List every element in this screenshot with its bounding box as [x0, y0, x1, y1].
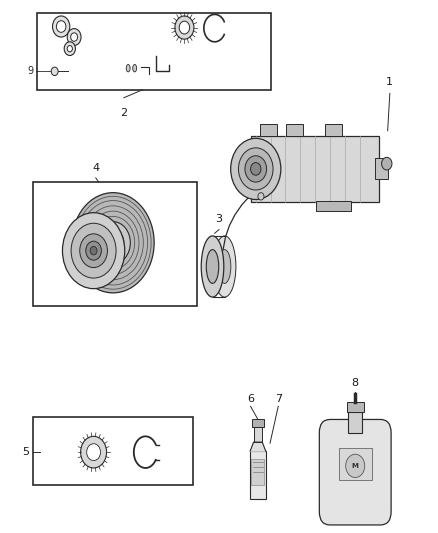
Circle shape [90, 246, 97, 255]
Bar [260, 124, 277, 136]
Circle shape [67, 45, 72, 52]
Bar [325, 124, 342, 136]
Circle shape [381, 157, 392, 170]
Bar [286, 124, 304, 136]
FancyBboxPatch shape [319, 419, 391, 525]
Bar [339, 448, 372, 480]
Circle shape [346, 454, 365, 478]
Bar [251, 136, 379, 202]
Bar [33, 182, 198, 306]
Circle shape [96, 222, 131, 264]
Circle shape [231, 139, 281, 199]
Text: 8: 8 [352, 378, 359, 388]
Ellipse shape [201, 236, 224, 297]
Circle shape [179, 21, 190, 34]
Polygon shape [250, 442, 266, 451]
Circle shape [71, 33, 78, 41]
Circle shape [57, 21, 66, 33]
Bar [250, 451, 266, 498]
Bar [33, 417, 193, 486]
Circle shape [80, 234, 107, 268]
Ellipse shape [126, 64, 130, 72]
Ellipse shape [213, 236, 236, 297]
Bar [316, 201, 351, 212]
Circle shape [81, 437, 106, 468]
Text: 4: 4 [92, 163, 99, 173]
Bar [252, 419, 264, 427]
Text: 1: 1 [386, 77, 393, 87]
Bar [374, 158, 388, 180]
Circle shape [175, 16, 194, 39]
Circle shape [245, 156, 267, 182]
Circle shape [87, 443, 100, 461]
Text: M: M [352, 463, 359, 469]
Circle shape [258, 192, 264, 200]
Circle shape [71, 223, 116, 278]
Circle shape [108, 237, 118, 249]
Text: 7: 7 [275, 394, 282, 403]
Circle shape [251, 163, 261, 175]
Circle shape [238, 148, 273, 190]
Circle shape [63, 213, 125, 289]
Circle shape [72, 192, 154, 293]
Text: 6: 6 [247, 394, 254, 403]
Text: 2: 2 [120, 108, 127, 118]
Text: 3: 3 [215, 214, 223, 224]
Bar [254, 427, 262, 442]
Circle shape [86, 241, 101, 260]
Ellipse shape [219, 249, 231, 284]
Bar [251, 459, 265, 486]
Circle shape [51, 67, 58, 76]
Bar [348, 411, 362, 433]
Ellipse shape [133, 64, 137, 72]
Circle shape [67, 29, 81, 45]
Circle shape [64, 42, 75, 55]
Text: 9: 9 [27, 66, 33, 76]
Bar [37, 13, 271, 90]
Circle shape [53, 16, 70, 37]
Circle shape [102, 230, 124, 256]
Bar [346, 402, 364, 411]
Text: 5: 5 [22, 447, 29, 457]
Ellipse shape [206, 249, 219, 284]
Circle shape [111, 240, 115, 245]
